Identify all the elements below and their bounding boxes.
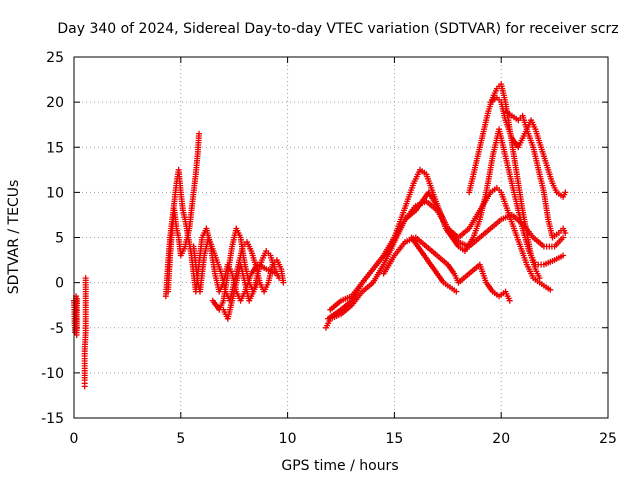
- y-tick-label: 5: [55, 231, 64, 247]
- series-arc-10: [408, 234, 460, 295]
- x-tick-label: 0: [70, 431, 79, 447]
- data-point-markers: [408, 234, 460, 295]
- y-tick-label: 20: [46, 95, 64, 111]
- x-tick-label: 25: [599, 431, 617, 447]
- y-tick-label: -15: [41, 411, 64, 427]
- y-axis-tick-labels: -15 -10 -5 0 5 10 15 20 25: [41, 50, 64, 427]
- y-tick-label: -5: [50, 321, 64, 337]
- data-points: [71, 81, 569, 390]
- x-tick-label: 10: [279, 431, 297, 447]
- series-arc-13: [502, 108, 569, 241]
- series-arc-4: [209, 225, 283, 313]
- data-point-markers: [380, 234, 513, 304]
- x-tick-label: 20: [492, 431, 510, 447]
- x-axis-label: GPS time / hours: [281, 458, 398, 474]
- data-point-markers: [209, 225, 283, 313]
- x-axis-tick-labels: 0 5 10 15 20 25: [70, 431, 617, 447]
- y-axis-label: SDTVAR / TECUs: [6, 180, 22, 295]
- data-point-markers: [502, 108, 569, 241]
- series-arc-early-b: [81, 275, 89, 390]
- y-tick-label: 10: [46, 185, 64, 201]
- series-arc-9: [380, 234, 513, 304]
- series-arc-5: [220, 261, 261, 322]
- x-tick-label: 5: [176, 431, 185, 447]
- data-point-markers: [81, 275, 89, 390]
- y-tick-label: 0: [55, 276, 64, 292]
- series-arc-2: [165, 130, 202, 295]
- x-tick-label: 15: [385, 431, 403, 447]
- y-tick-label: 15: [46, 140, 64, 156]
- plot-frame: [73, 56, 609, 419]
- data-point-markers: [220, 261, 261, 322]
- chart-title: Day 340 of 2024, Sidereal Day-to-day VTE…: [57, 21, 618, 37]
- data-point-markers: [165, 130, 202, 295]
- y-tick-label: 25: [46, 50, 64, 66]
- y-tick-label: -10: [41, 366, 64, 382]
